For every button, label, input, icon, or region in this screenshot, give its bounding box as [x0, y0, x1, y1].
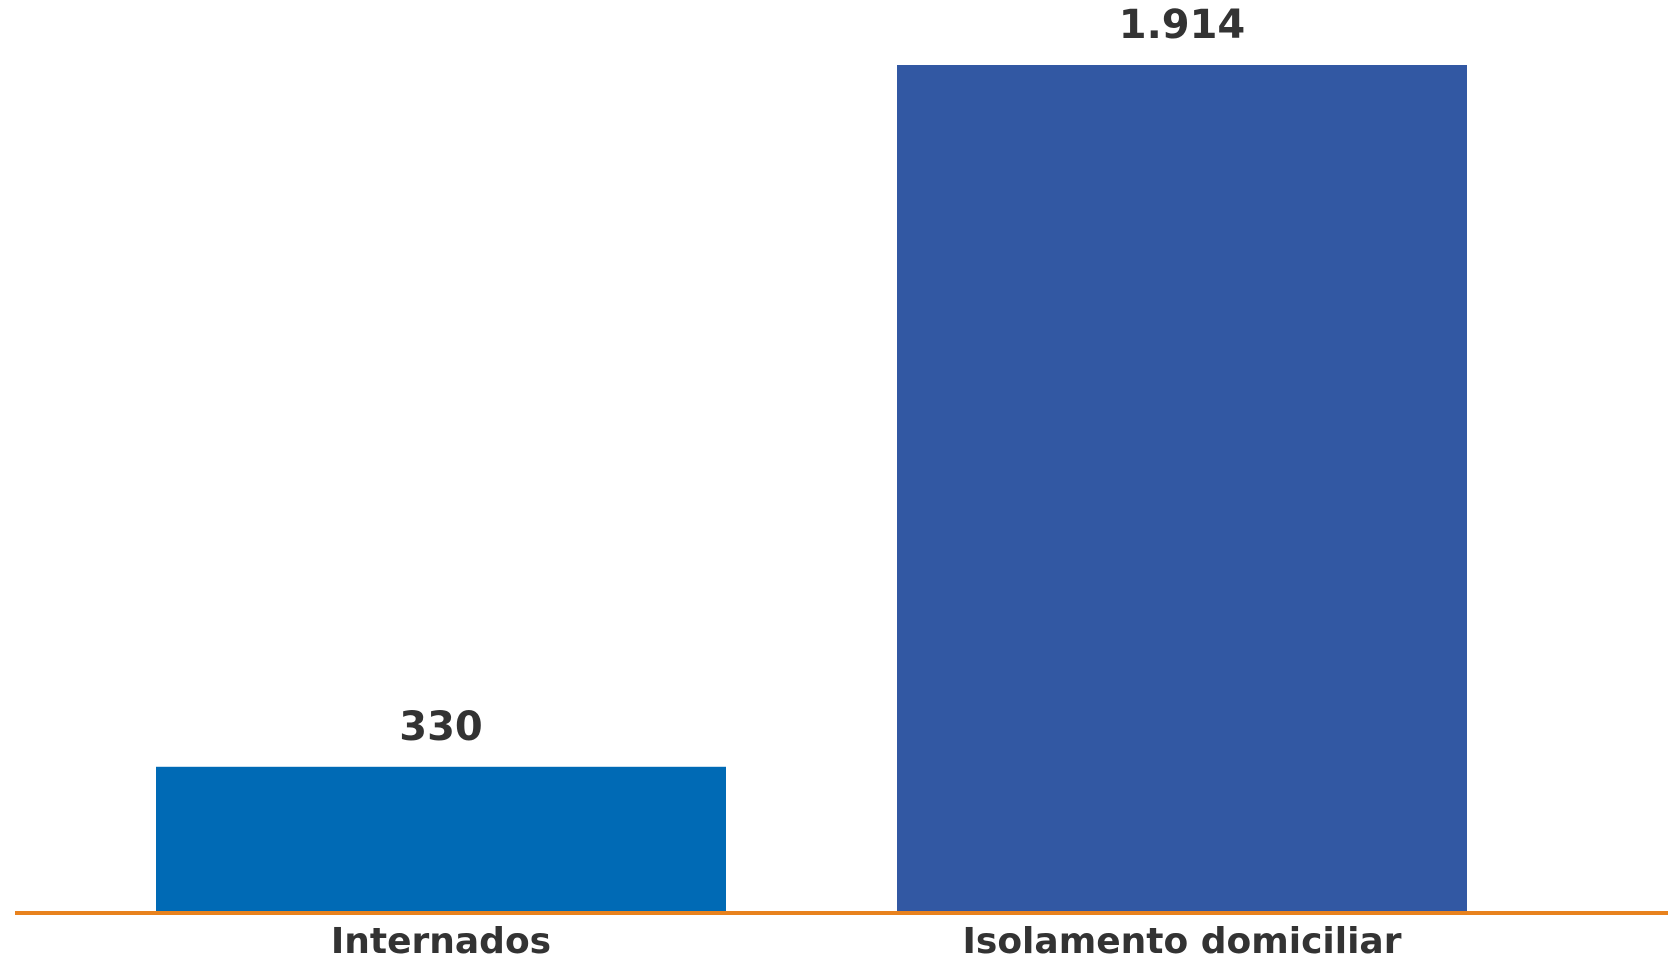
bar	[156, 766, 726, 913]
value-label: 1.914	[1119, 2, 1246, 48]
x-tick-label: Internados	[331, 921, 551, 961]
bar	[897, 65, 1467, 913]
value-label: 330	[399, 704, 483, 750]
x-tick-label: Isolamento domiciliar	[963, 921, 1402, 961]
